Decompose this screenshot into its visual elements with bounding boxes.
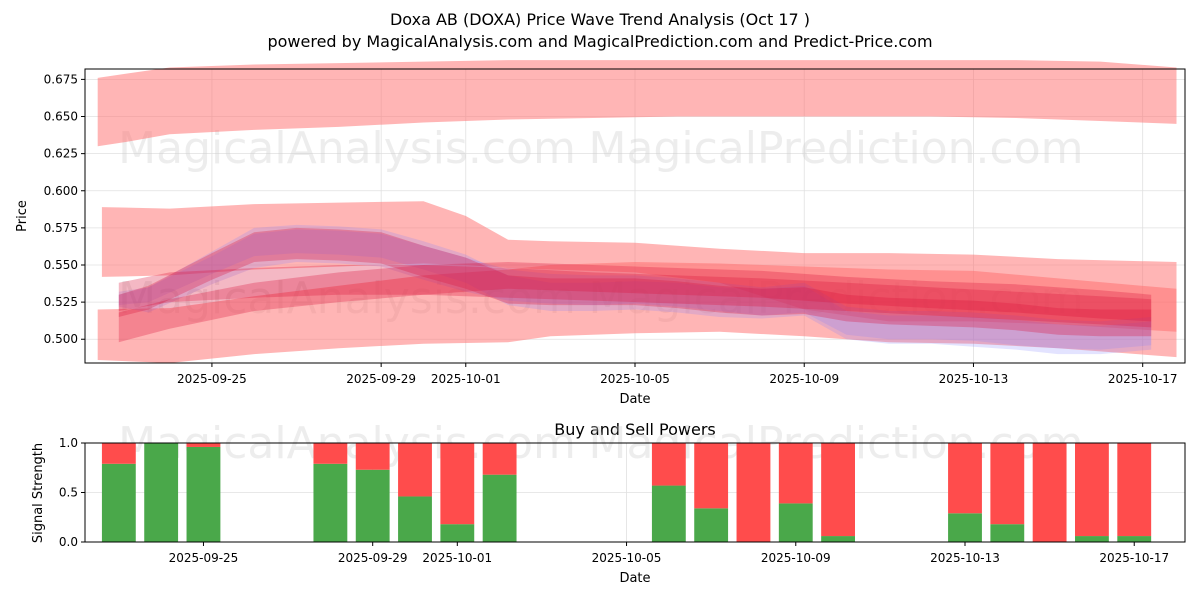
- sell-bar: [440, 443, 475, 525]
- signal-title: Buy and Sell Powers: [554, 420, 716, 439]
- price-y-tick-label: 0.675: [44, 72, 78, 86]
- price-y-tick-label: 0.625: [44, 147, 78, 161]
- price-x-tick-label: 2025-10-05: [600, 372, 670, 386]
- price-x-ticks: 2025-09-25 2025-09-29 2025-10-01 2025-10-05…: [177, 363, 1178, 386]
- price-band: [118, 229, 1152, 350]
- price-x-axis-label: Date: [619, 392, 650, 407]
- price-band: [118, 224, 1152, 355]
- signal-x-tick-label: 2025-10-09: [761, 551, 831, 565]
- signal-x-ticks: 2025-09-25 2025-09-29 2025-10-01 2025-10-05…: [169, 542, 1169, 565]
- sell-bar: [1032, 443, 1067, 542]
- price-x-tick-label: 2025-10-17: [1108, 372, 1178, 386]
- price-y-axis-label: Price: [15, 200, 30, 232]
- buy-bar: [821, 536, 855, 542]
- sell-bar: [355, 443, 390, 470]
- buy-bar: [144, 443, 179, 542]
- signal-x-axis-label: Date: [619, 571, 650, 586]
- price-y-ticks: 0.500 0.525 0.550 0.575 0.600 0.625 0.650 0.675: [44, 72, 85, 346]
- signal-panel: Buy and Sell Powers MagicalAnalysis.com …: [31, 418, 1186, 586]
- buy-bar: [1117, 536, 1152, 542]
- signal-y-tick-label: 1.0: [59, 436, 78, 450]
- signal-bars: [101, 443, 1152, 542]
- sell-bar: [948, 443, 982, 514]
- signal-x-tick-label: 2025-10-17: [1099, 551, 1169, 565]
- signal-y-tick-label: 0.0: [59, 535, 78, 549]
- price-y-tick-label: 0.525: [44, 295, 78, 309]
- buy-bar: [651, 485, 686, 542]
- signal-x-tick-label: 2025-09-25: [169, 551, 239, 565]
- sell-bar: [736, 443, 771, 542]
- sell-bar: [101, 443, 136, 464]
- price-x-tick-label: 2025-09-25: [177, 372, 247, 386]
- buy-bar: [694, 508, 729, 542]
- price-x-tick-label: 2025-10-09: [769, 372, 839, 386]
- sell-bar: [651, 443, 686, 486]
- price-x-tick-label: 2025-09-29: [346, 372, 416, 386]
- buy-bar: [101, 463, 136, 542]
- buy-bar: [398, 496, 432, 542]
- price-y-tick-label: 0.650: [44, 110, 78, 124]
- signal-y-ticks: 0.0 0.5 1.0: [59, 436, 85, 549]
- signal-x-tick-label: 2025-09-29: [338, 551, 408, 565]
- price-y-tick-label: 0.575: [44, 221, 78, 235]
- sell-bar: [398, 443, 432, 497]
- sell-bar: [821, 443, 855, 537]
- price-y-tick-label: 0.600: [44, 184, 78, 198]
- buy-bar: [355, 469, 390, 542]
- chart-title: Doxa AB (DOXA) Price Wave Trend Analysis…: [390, 10, 810, 29]
- signal-x-tick-label: 2025-10-13: [930, 551, 1000, 565]
- price-band: [97, 60, 1177, 147]
- sell-bar: [990, 443, 1025, 525]
- sell-bar: [313, 443, 348, 464]
- sell-bar: [186, 443, 221, 447]
- price-bands: [97, 60, 1177, 363]
- price-band: [118, 227, 1152, 337]
- signal-x-tick-label: 2025-10-01: [422, 551, 492, 565]
- price-x-tick-label: 2025-10-13: [939, 372, 1009, 386]
- price-band: [97, 262, 1177, 363]
- price-panel: MagicalAnalysis.com MagicalPrediction.co…: [15, 60, 1186, 407]
- signal-y-axis-label: Signal Strength: [31, 443, 46, 543]
- sell-bar: [1117, 443, 1152, 537]
- price-y-tick-label: 0.500: [44, 332, 78, 346]
- buy-bar: [186, 446, 221, 542]
- price-x-tick-label: 2025-10-01: [431, 372, 501, 386]
- sell-bar: [1075, 443, 1109, 537]
- price-y-tick-label: 0.550: [44, 258, 78, 272]
- buy-bar: [482, 474, 517, 542]
- signal-x-tick-label: 2025-10-05: [592, 551, 662, 565]
- buy-bar: [778, 503, 813, 542]
- price-band: [118, 262, 1152, 343]
- buy-bar: [313, 463, 348, 542]
- buy-bar: [990, 524, 1025, 542]
- buy-bar: [1075, 536, 1109, 542]
- sell-bar: [778, 443, 813, 504]
- watermark-prediction: MagicalPrediction.com: [589, 123, 1084, 174]
- price-band: [118, 265, 1152, 328]
- sell-bar: [482, 443, 517, 475]
- chart-subtitle: powered by MagicalAnalysis.com and Magic…: [267, 32, 932, 51]
- buy-bar: [948, 513, 982, 542]
- signal-y-tick-label: 0.5: [59, 486, 78, 500]
- sell-bar: [694, 443, 729, 509]
- buy-bar: [440, 524, 475, 542]
